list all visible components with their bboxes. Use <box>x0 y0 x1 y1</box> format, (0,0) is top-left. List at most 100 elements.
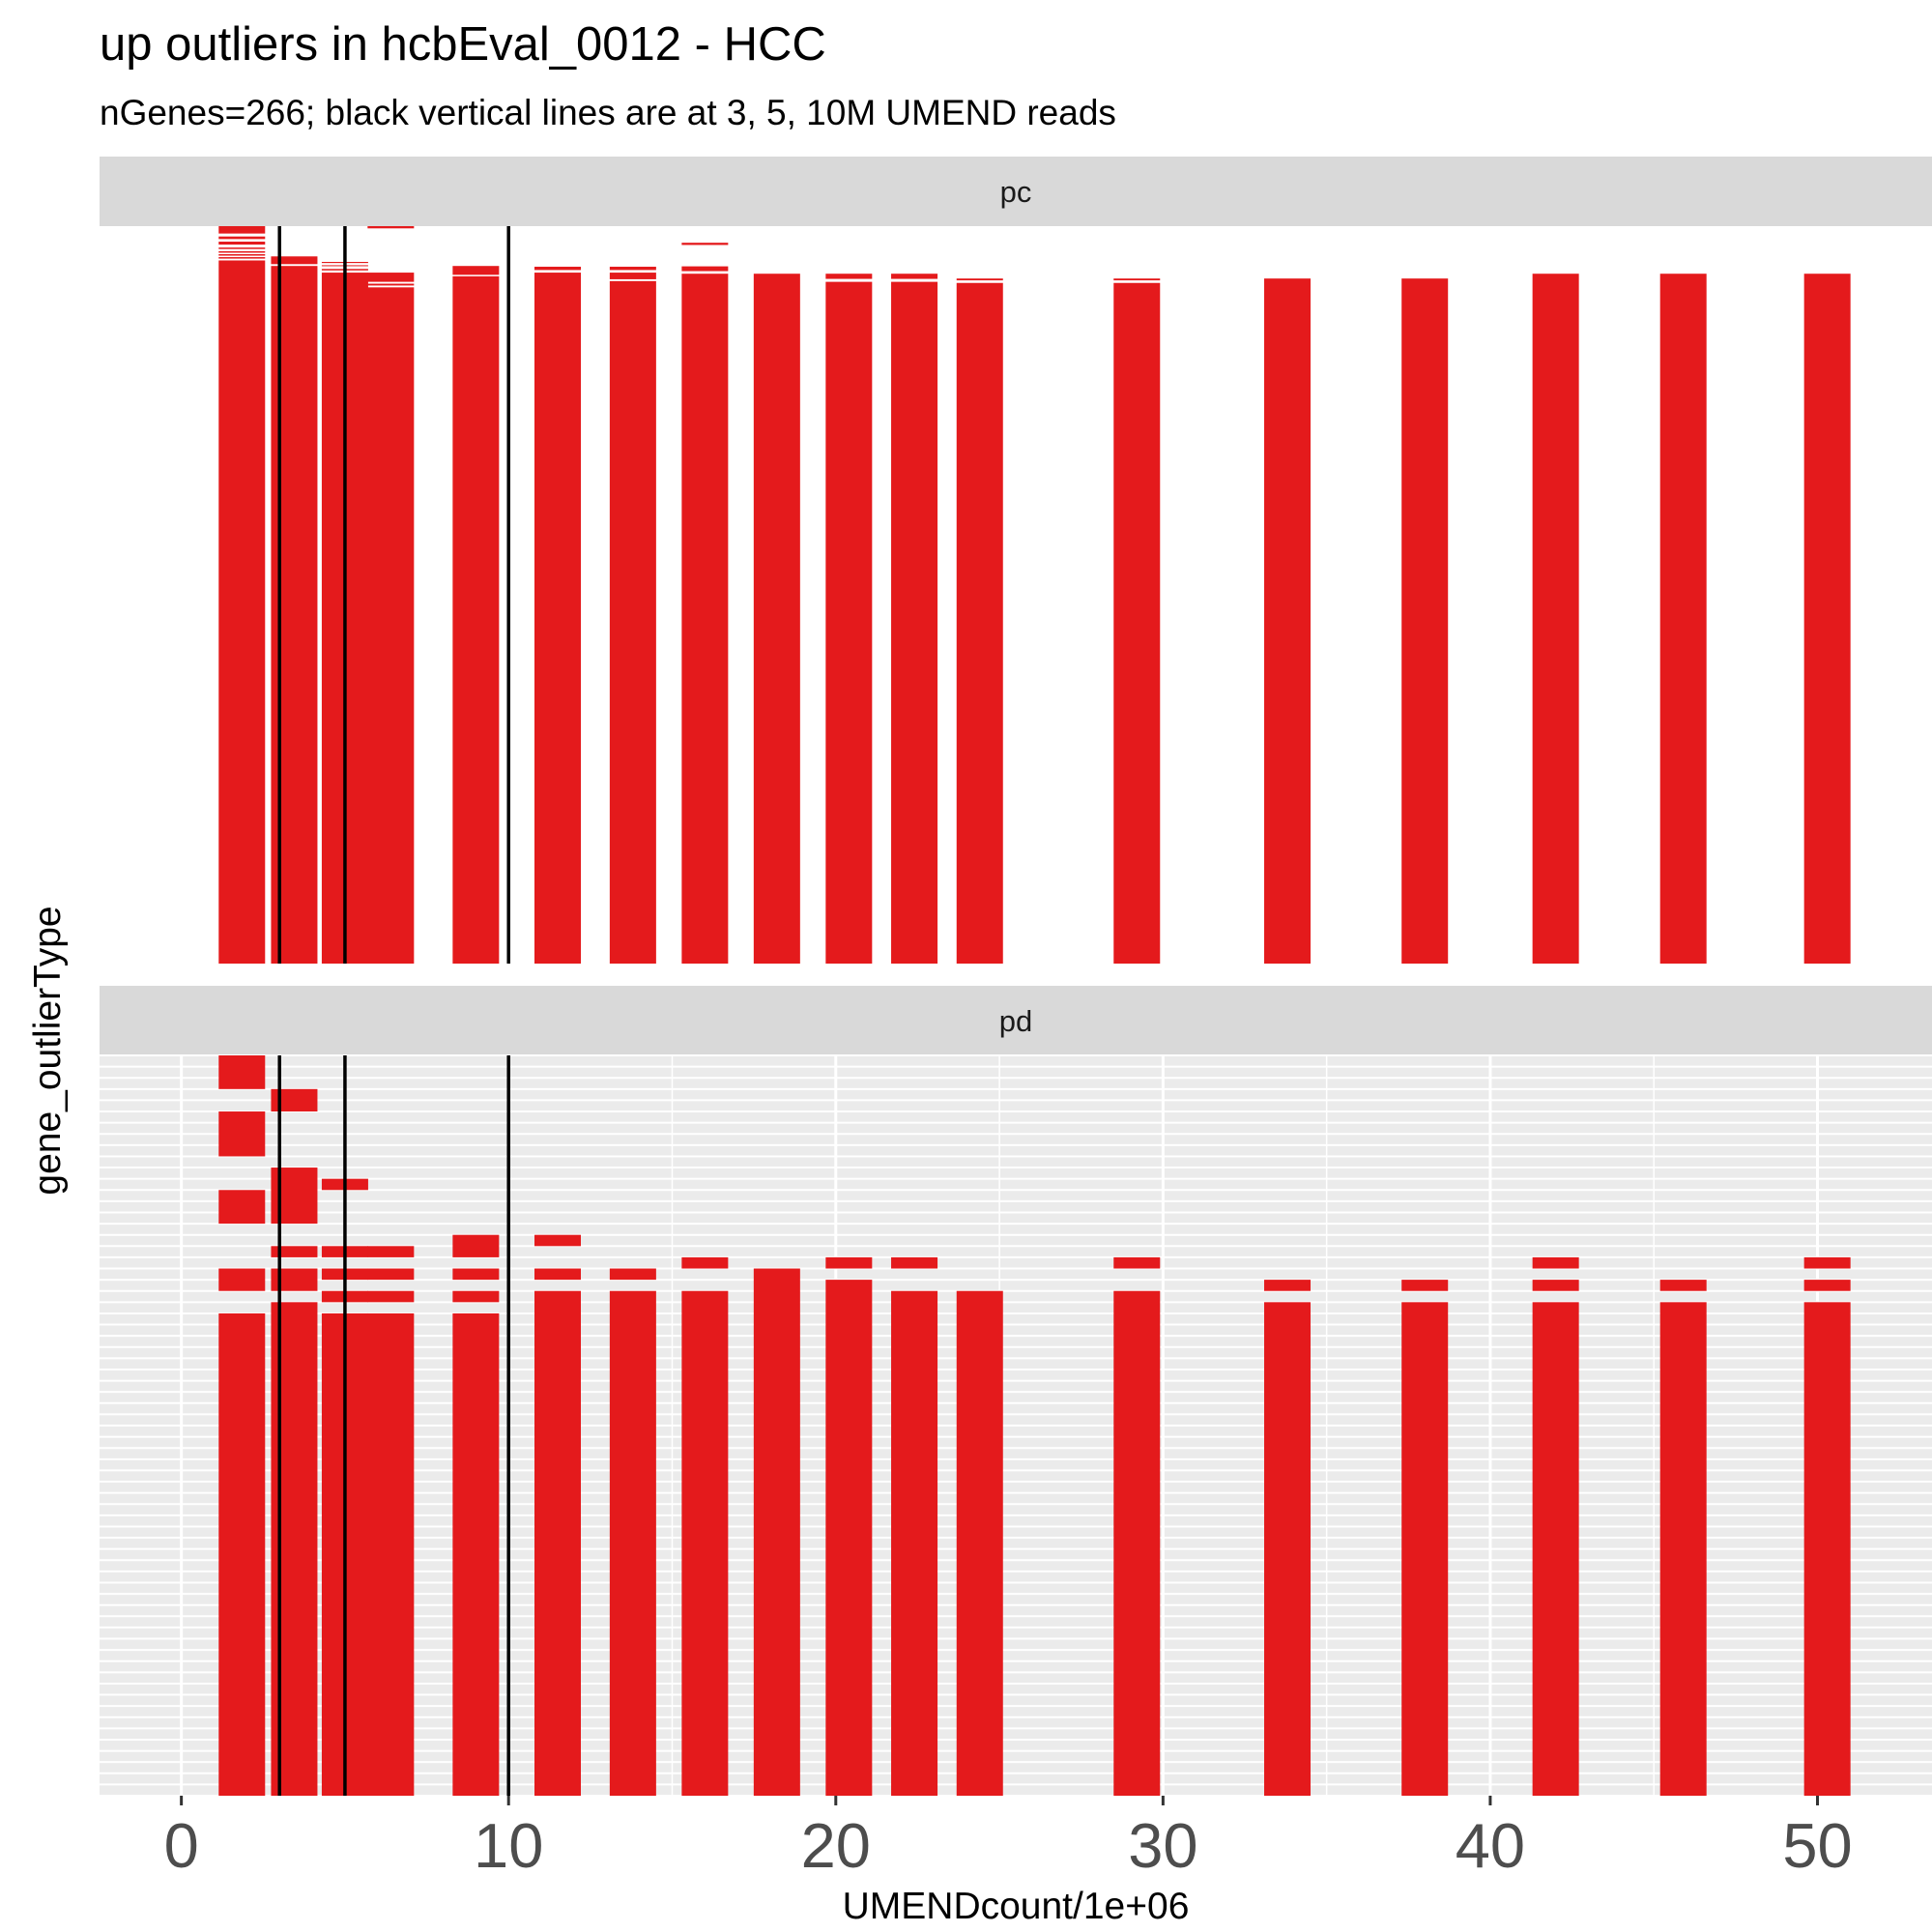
facet-strip-label: pd <box>999 1004 1032 1038</box>
facet-panel-pc: pc <box>100 157 1932 965</box>
tile <box>681 1256 729 1269</box>
tile <box>891 281 938 964</box>
x-tick-label: 20 <box>801 1810 871 1881</box>
facet-strip-label: pc <box>1000 175 1032 209</box>
chart-title: up outliers in hcbEval_0012 - HCC <box>100 18 826 71</box>
tile <box>825 1256 873 1269</box>
tile <box>681 1290 729 1796</box>
tile <box>1659 274 1707 964</box>
x-tick-label: 10 <box>474 1810 543 1881</box>
tile <box>218 253 266 256</box>
tile <box>1264 1302 1312 1796</box>
tile <box>1532 1256 1579 1269</box>
tile <box>367 1290 415 1303</box>
tile <box>609 1290 656 1796</box>
tile <box>271 256 318 265</box>
tile <box>1532 1280 1579 1291</box>
tile <box>367 283 415 286</box>
tile <box>1803 1302 1851 1796</box>
tile <box>1113 278 1161 281</box>
tile <box>1803 1256 1851 1269</box>
tile <box>1113 1290 1161 1796</box>
tile <box>609 280 656 964</box>
tile <box>534 1290 581 1796</box>
facet-panel-pd: pd <box>100 986 1932 1797</box>
tile <box>218 236 266 240</box>
tile <box>218 242 266 245</box>
tile <box>452 275 500 964</box>
tile <box>1264 1280 1312 1291</box>
facet-strip <box>100 986 1932 1055</box>
reference-lines <box>277 1055 510 1796</box>
tile <box>1401 1280 1449 1291</box>
tile <box>956 278 1003 281</box>
x-axis-title: UMENDcount/1e+06 <box>843 1886 1190 1927</box>
tile <box>609 273 656 279</box>
tile <box>218 260 266 964</box>
reference-lines <box>277 226 510 964</box>
tile <box>956 1290 1003 1796</box>
tile <box>956 282 1003 965</box>
tile <box>753 1268 800 1796</box>
tile <box>218 257 266 259</box>
tile <box>891 1256 938 1269</box>
tile <box>1113 282 1161 965</box>
tile <box>1264 278 1312 965</box>
chart-subtitle: nGenes=266; black vertical lines are at … <box>100 93 1116 132</box>
tile <box>271 1088 318 1112</box>
tile <box>891 1290 938 1796</box>
tile <box>681 266 729 272</box>
tile <box>367 1246 415 1257</box>
x-axis: 0 10 20 30 40 50 <box>164 1796 1853 1881</box>
tile <box>891 274 938 279</box>
tile <box>825 274 873 279</box>
tile <box>367 1268 415 1281</box>
facet-strip <box>100 157 1932 226</box>
tile <box>367 1312 415 1796</box>
tile <box>452 1268 500 1281</box>
tile <box>609 266 656 271</box>
tile <box>534 273 581 965</box>
tile <box>1659 1280 1707 1291</box>
tile <box>1401 1302 1449 1796</box>
tile <box>1803 1280 1851 1291</box>
tile <box>825 281 873 964</box>
tile <box>534 1234 581 1247</box>
tile <box>1401 278 1449 965</box>
tile <box>1659 1302 1707 1796</box>
tile <box>218 1190 266 1225</box>
x-tick-label: 30 <box>1128 1810 1197 1881</box>
tile <box>609 1268 656 1281</box>
tile <box>681 274 729 964</box>
tile <box>452 1290 500 1303</box>
x-tick-label: 40 <box>1456 1810 1525 1881</box>
tile <box>218 247 266 249</box>
tile <box>367 287 415 965</box>
tile <box>1532 1302 1579 1796</box>
tile <box>218 1312 266 1796</box>
y-axis-title: gene_outlierType <box>27 906 69 1195</box>
tile <box>1113 1256 1161 1269</box>
tile <box>271 1246 318 1257</box>
tile <box>218 1111 266 1157</box>
tile <box>534 1268 581 1281</box>
tile <box>1532 274 1579 964</box>
tile <box>452 1234 500 1257</box>
tile <box>218 226 266 234</box>
tile <box>218 1268 266 1291</box>
tile <box>367 273 415 282</box>
tile <box>825 1280 873 1796</box>
x-tick-label: 50 <box>1782 1810 1852 1881</box>
tile <box>452 266 500 275</box>
x-tick-label: 0 <box>164 1810 199 1881</box>
tile <box>218 1055 266 1089</box>
tile <box>681 243 729 245</box>
tile <box>367 226 415 229</box>
tile <box>452 1312 500 1796</box>
tile <box>218 250 266 253</box>
tile <box>271 1268 318 1291</box>
tile <box>1803 274 1851 964</box>
tile <box>534 266 581 271</box>
facets-layer: pc pd <box>100 157 1932 1797</box>
